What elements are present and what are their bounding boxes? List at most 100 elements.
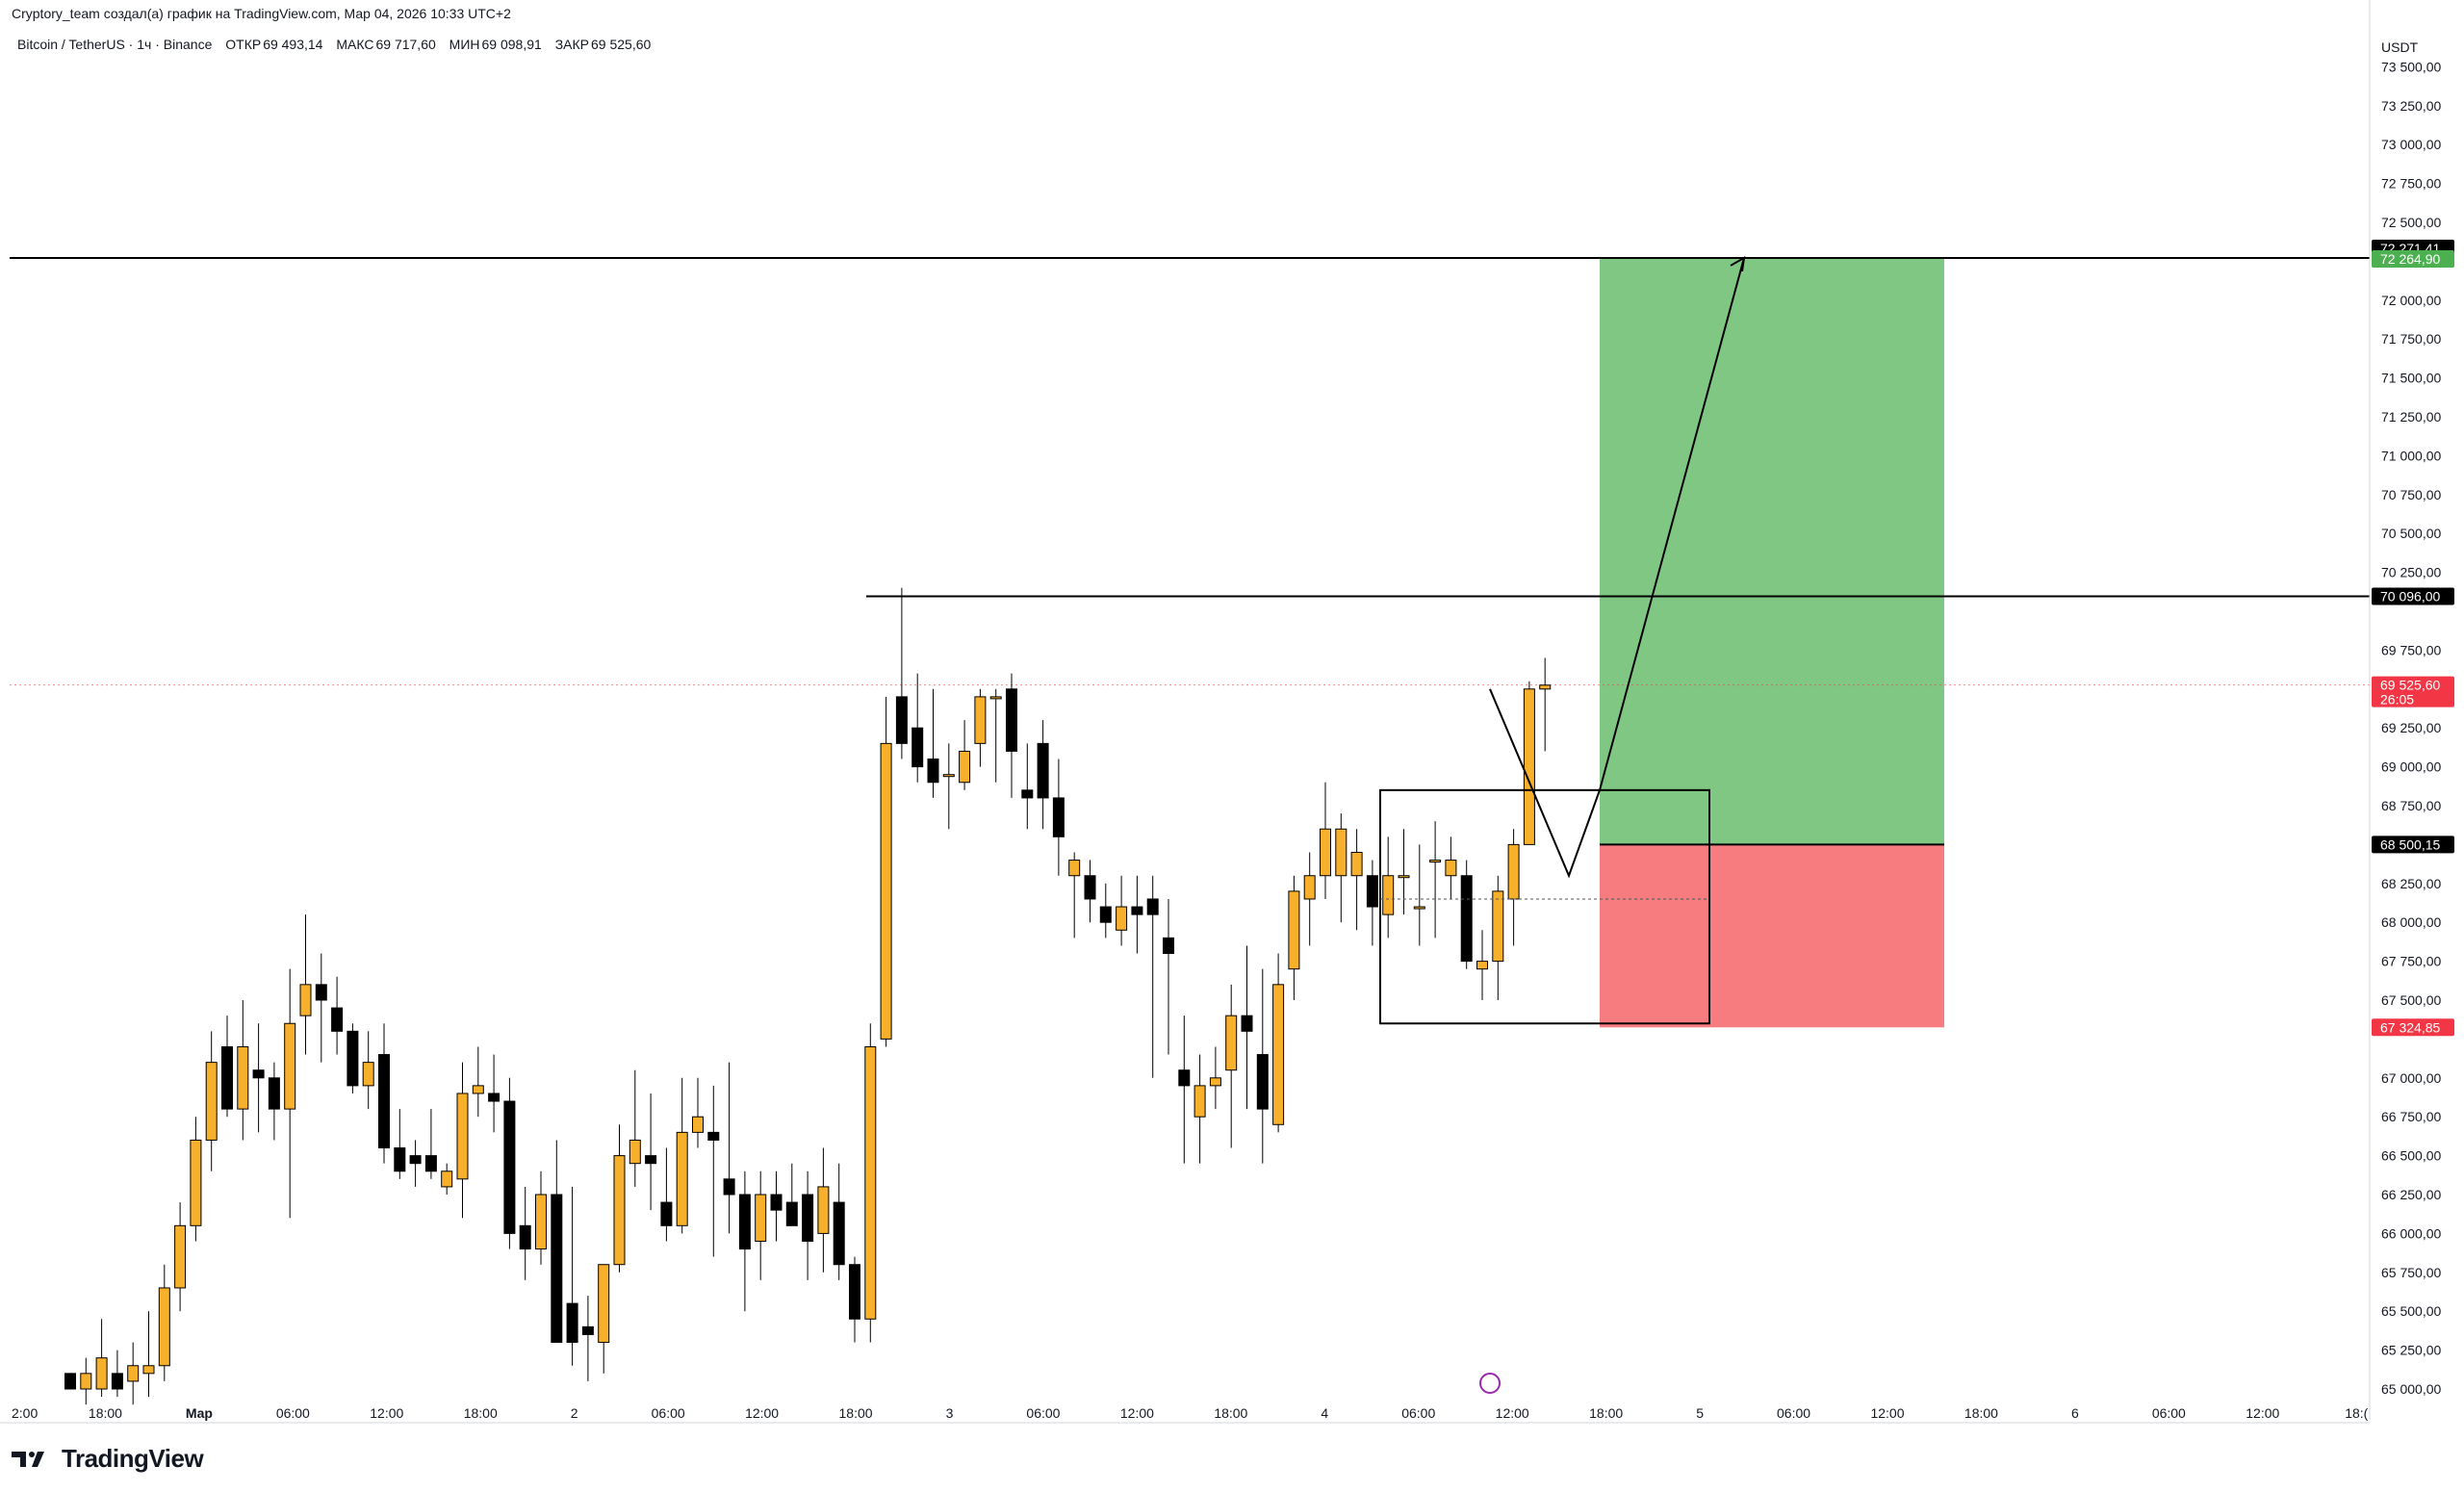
price-tick-label: 71 000,00	[2381, 448, 2441, 463]
candle-body	[927, 759, 939, 784]
candle	[849, 1256, 860, 1343]
candle	[707, 1085, 720, 1257]
price-tick-label: 73 500,00	[2381, 59, 2441, 74]
candle-body	[1052, 797, 1065, 837]
candle-body	[1225, 1015, 1238, 1071]
candle	[268, 1062, 280, 1141]
candle-body	[1320, 828, 1331, 877]
candle	[1460, 860, 1473, 969]
candle-body	[1256, 1054, 1269, 1110]
candle	[645, 1093, 657, 1211]
price-tick-label: 72 000,00	[2381, 293, 2441, 308]
candle-body	[911, 727, 924, 768]
candle-body	[1492, 890, 1504, 963]
price-axis[interactable]: USDT 73 500,00 73 250,00 73 000,00 72 750,00…	[2369, 0, 2441, 1420]
candle	[1194, 1054, 1206, 1164]
price-tick-label: 65 750,00	[2381, 1265, 2441, 1280]
candle	[1320, 782, 1331, 899]
candle-body	[111, 1373, 123, 1390]
price-tag-bg	[2372, 676, 2454, 707]
price-tick-label: 66 500,00	[2381, 1148, 2441, 1164]
candle-body	[817, 1186, 830, 1234]
price-tick-label: 65 500,00	[2381, 1303, 2441, 1319]
horizontal-levels[interactable]	[10, 256, 2370, 686]
tradingview-logo[interactable]: TradingView	[12, 1444, 204, 1474]
drawings[interactable]	[1379, 256, 1746, 1394]
time-tick-label: 2	[571, 1405, 578, 1421]
candle	[613, 1124, 626, 1273]
candle-body	[1476, 961, 1488, 970]
time-tick-label: 3	[946, 1405, 954, 1421]
candle	[755, 1170, 767, 1280]
price-tag-value: 67 324,85	[2380, 1019, 2440, 1035]
candle-body	[660, 1201, 673, 1226]
close-value: 69 525,60	[591, 37, 652, 52]
candle	[284, 968, 296, 1219]
candle	[1445, 836, 1457, 899]
candle-body	[1178, 1069, 1191, 1087]
price-tick-label: 72 500,00	[2381, 215, 2441, 230]
candle	[1116, 875, 1128, 946]
price-tick-label: 67 500,00	[2381, 992, 2441, 1008]
candle-body	[64, 1373, 76, 1390]
candle	[1476, 930, 1488, 1000]
candle-body	[692, 1116, 704, 1133]
price-tick-label: 71 250,00	[2381, 409, 2441, 424]
time-tick-label: 06:00	[1777, 1405, 1810, 1421]
candle-body	[1146, 898, 1159, 915]
candle-body	[1523, 688, 1535, 845]
candle-body	[1413, 906, 1425, 910]
candle	[1037, 720, 1049, 830]
candle	[911, 673, 924, 783]
candle	[1398, 829, 1410, 915]
price-tick-label: 67 750,00	[2381, 954, 2441, 969]
time-tick-label: 12:00	[370, 1405, 403, 1421]
time-tick-label: 18:00	[1214, 1405, 1247, 1421]
symbol-legend[interactable]: Bitcoin / TetherUS · 1ч · Binance ОТКР 69…	[17, 37, 660, 52]
candle-body	[785, 1201, 798, 1226]
candle-body	[346, 1030, 359, 1087]
price-tag-bg	[2372, 249, 2454, 268]
open-label: ОТКР	[225, 37, 262, 52]
candle-body	[1303, 875, 1316, 900]
candle-body	[95, 1357, 108, 1390]
price-tick-label: 68 000,00	[2381, 914, 2441, 930]
candle	[864, 1023, 877, 1343]
position-zones[interactable]	[1600, 258, 1944, 1028]
chart-caption: Cryptory_team создал(а) график на Tradin…	[12, 6, 511, 21]
candle	[190, 1117, 202, 1242]
candle-body	[252, 1069, 265, 1079]
candle-body	[1429, 860, 1442, 863]
candle-body	[503, 1100, 516, 1234]
price-tick-label: 72 750,00	[2381, 176, 2441, 192]
candle	[785, 1163, 798, 1226]
tradingview-logo-icon	[12, 1449, 54, 1470]
low-label: МИН	[449, 37, 480, 52]
candle-body	[1209, 1077, 1221, 1087]
price-tag-level: 70 096,00	[2372, 587, 2454, 605]
candle-body	[519, 1224, 531, 1250]
candle-body	[237, 1045, 249, 1110]
price-tag-tp: 72 264,90	[2372, 249, 2454, 268]
close-label: ЗАКР	[554, 37, 589, 52]
candle-body	[833, 1201, 845, 1266]
candle	[346, 1023, 359, 1093]
candle	[441, 1163, 453, 1195]
price-tag-value: 72 264,90	[2380, 251, 2440, 267]
time-tick-label: 4	[1321, 1405, 1328, 1421]
high-label: МАКС	[336, 37, 374, 52]
candle-body	[1539, 684, 1552, 690]
candle-body	[755, 1194, 767, 1242]
time-tick-label: 6	[2071, 1405, 2079, 1421]
candle-body	[770, 1194, 783, 1211]
time-tick-label: 18:00	[1964, 1405, 1998, 1421]
candle	[660, 1147, 673, 1242]
time-axis[interactable]: 2:00 18:00 Мар 06:00 12:00 18:00 2 06:00 12:00 18…	[0, 1405, 2370, 1424]
candle	[629, 1069, 641, 1187]
time-tick-label: 18:00	[839, 1405, 873, 1421]
time-tick-label: 18:00	[464, 1405, 498, 1421]
price-tick-label: 66 750,00	[2381, 1109, 2441, 1124]
candle-body	[645, 1155, 657, 1165]
candle-body	[895, 696, 908, 744]
